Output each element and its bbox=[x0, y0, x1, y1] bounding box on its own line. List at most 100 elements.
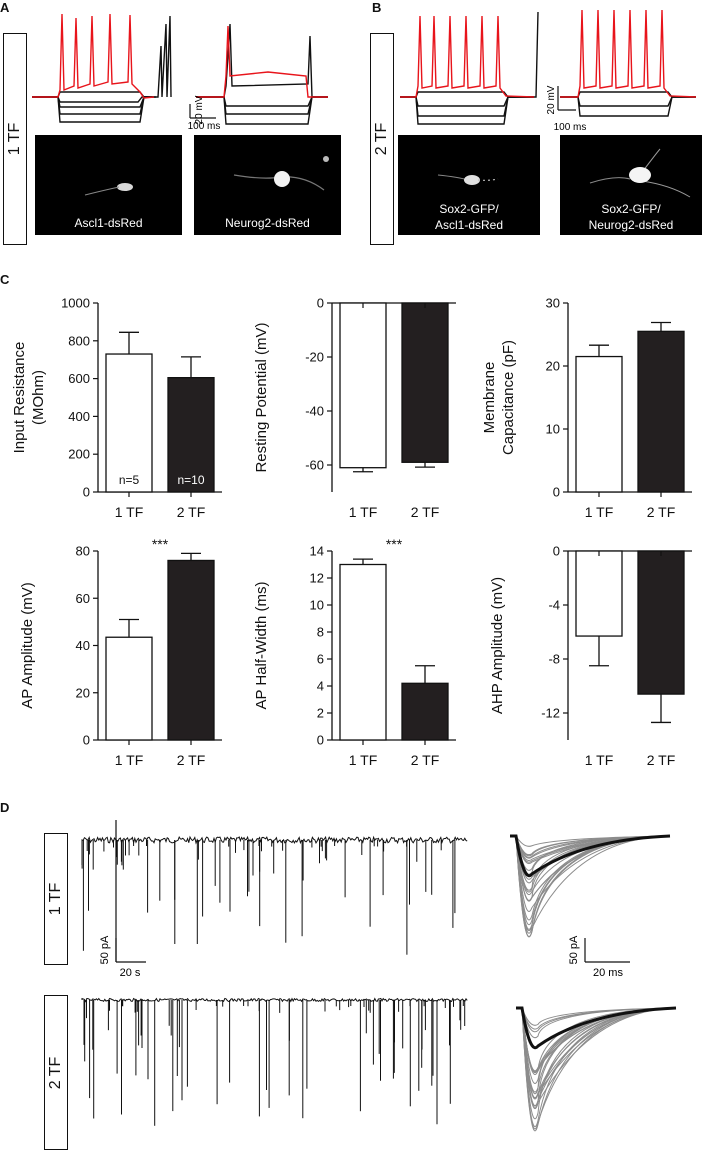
scale-label-i-right: 50 pA bbox=[568, 935, 580, 964]
scale-label-t-right: 20 ms bbox=[593, 967, 623, 979]
y-tick-label: 200 bbox=[68, 447, 90, 462]
group-label-1tf-a: 1 TF bbox=[6, 122, 23, 156]
average-trace-1tf bbox=[510, 834, 671, 878]
grey-trace bbox=[510, 835, 671, 857]
bar-label: n=10 bbox=[177, 473, 204, 487]
panel-a-voltage-traces: 20 mV 100 ms bbox=[32, 13, 328, 130]
bar-1tf bbox=[105, 636, 153, 741]
bar-1tf bbox=[105, 353, 153, 493]
group-label-1tf-d: 1 TF bbox=[47, 882, 64, 916]
scale-label-i-left: 50 pA bbox=[99, 935, 111, 964]
group-label-2tf-b: 2 TF bbox=[373, 122, 390, 156]
chart-ahp-amplitude: AHP Amplitude (mV) 0 -4 -8 -12 1 TF 2 TF bbox=[489, 544, 692, 768]
y-tick-label: 0 bbox=[317, 733, 324, 748]
group-label-box-1tf-d: 1 TF bbox=[44, 833, 68, 965]
y-axis-label: AHP Amplitude (mV) bbox=[489, 577, 506, 714]
group-label-2tf-d: 2 TF bbox=[47, 1056, 64, 1089]
y-axis-label: Resting Potential (mV) bbox=[253, 322, 270, 472]
caption-sox2-ascl1-line2: Ascl1-dsRed bbox=[434, 218, 504, 232]
caption-sox2-neurog2-line1: Sox2-GFP/ bbox=[601, 202, 661, 216]
panel-label-c: C bbox=[0, 272, 10, 287]
x-tick-label: 2 TF bbox=[177, 504, 206, 520]
scale-label-t-left: 20 s bbox=[120, 967, 141, 979]
x-tick-label: 2 TF bbox=[411, 504, 440, 520]
micrograph-sox2-neurog2: Sox2-GFP/ Neurog2-dsRed bbox=[560, 135, 702, 235]
y-tick-label: 60 bbox=[76, 591, 90, 606]
panel-label-d: D bbox=[0, 800, 10, 815]
y-tick-label: -20 bbox=[305, 350, 324, 365]
chart-ap-half-width: AP Half-Width (ms) 0 2 4 6 8 10 12 14 1 TF 2 TF *** bbox=[253, 536, 456, 768]
grey-trace bbox=[510, 835, 671, 937]
x-tick-label: 1 TF bbox=[115, 504, 144, 520]
bar-2tf bbox=[167, 559, 215, 741]
bar-1tf bbox=[339, 302, 387, 469]
significance-marker: *** bbox=[386, 536, 403, 552]
y-tick-label: 800 bbox=[68, 333, 90, 348]
y-tick-label: 6 bbox=[317, 652, 324, 667]
bar-2tf bbox=[637, 330, 685, 493]
x-tick-label: 2 TF bbox=[177, 752, 206, 768]
micrograph-ascl1: Ascl1-dsRed bbox=[35, 135, 182, 235]
y-tick-label: 40 bbox=[76, 638, 90, 653]
y-axis-label: Membrane bbox=[481, 362, 498, 434]
y-tick-label: 8 bbox=[317, 625, 324, 640]
y-tick-label: 2 bbox=[317, 706, 324, 721]
y-tick-label: 1000 bbox=[61, 296, 90, 311]
y-tick-label: 20 bbox=[546, 359, 560, 374]
micrograph-sox2-ascl1: Sox2-GFP/ Ascl1-dsRed bbox=[398, 135, 540, 235]
y-tick-label: 14 bbox=[310, 544, 324, 559]
x-tick-label: 1 TF bbox=[585, 504, 614, 520]
grey-trace bbox=[516, 1007, 677, 1033]
y-tick-label: 4 bbox=[317, 679, 324, 694]
panel-b-voltage-traces: 20 mV 100 ms bbox=[400, 9, 697, 130]
x-tick-label: 2 TF bbox=[411, 752, 440, 768]
chart-input-resistance: Input Resistance (MOhm) 0 200 400 600 800 1000 n… bbox=[11, 296, 222, 520]
y-tick-label: -60 bbox=[305, 458, 324, 473]
y-tick-label: -40 bbox=[305, 404, 324, 419]
y-tick-label: 10 bbox=[310, 598, 324, 613]
bar-1tf bbox=[575, 355, 623, 493]
y-tick-label: 0 bbox=[553, 485, 560, 500]
panel-d-current-traces: 50 pA 20 s 50 pA 20 ms bbox=[81, 820, 677, 1132]
scale-label-v-b: 20 mV bbox=[546, 85, 557, 114]
bar-label: n=5 bbox=[119, 473, 140, 487]
y-tick-label: -8 bbox=[548, 652, 560, 667]
x-tick-label: 1 TF bbox=[115, 752, 144, 768]
y-tick-label: 0 bbox=[553, 544, 560, 559]
y-axis-label: (MOhm) bbox=[30, 370, 47, 425]
y-axis-label: AP Amplitude (mV) bbox=[19, 582, 36, 708]
caption-sox2-neurog2-line2: Neurog2-dsRed bbox=[588, 218, 674, 232]
y-tick-label: 400 bbox=[68, 409, 90, 424]
bar-2tf bbox=[401, 682, 449, 741]
bar-2tf bbox=[401, 302, 449, 463]
chart-ap-amplitude: AP Amplitude (mV) 0 20 40 60 80 1 TF 2 TF *** bbox=[19, 536, 222, 768]
caption-ascl1: Ascl1-dsRed bbox=[74, 216, 143, 230]
grey-trace bbox=[510, 835, 671, 913]
grey-trace bbox=[516, 1007, 677, 1107]
y-tick-label: 20 bbox=[76, 685, 90, 700]
significance-marker: *** bbox=[152, 536, 169, 552]
trace-2tf-baseline bbox=[81, 997, 468, 1003]
group-label-box-2tf-d: 2 TF bbox=[44, 995, 68, 1150]
average-trace-2tf bbox=[516, 1006, 677, 1050]
y-axis-label: Input Resistance bbox=[11, 342, 28, 454]
y-tick-label: -12 bbox=[541, 706, 560, 721]
caption-sox2-ascl1-line1: Sox2-GFP/ bbox=[439, 202, 499, 216]
y-tick-label: 600 bbox=[68, 371, 90, 386]
bar-1tf bbox=[575, 550, 623, 637]
y-tick-label: 30 bbox=[546, 296, 560, 311]
y-axis-label: AP Half-Width (ms) bbox=[253, 581, 270, 709]
y-tick-label: 0 bbox=[317, 296, 324, 311]
x-tick-label: 2 TF bbox=[647, 504, 676, 520]
y-tick-label: 12 bbox=[310, 571, 324, 586]
y-axis-label: Capacitance (pF) bbox=[500, 340, 517, 455]
group-label-box-2tf-b: 2 TF bbox=[370, 33, 394, 245]
bar-1tf bbox=[339, 563, 387, 741]
y-tick-label: 80 bbox=[76, 544, 90, 559]
chart-resting-potential: Resting Potential (mV) 0 -20 -40 -60 1 TF 2 TF bbox=[253, 296, 456, 520]
y-tick-label: 10 bbox=[546, 422, 560, 437]
y-tick-label: 0 bbox=[83, 733, 90, 748]
panel-label-a: A bbox=[0, 0, 10, 15]
caption-neurog2: Neurog2-dsRed bbox=[225, 216, 310, 230]
y-tick-label: 0 bbox=[83, 485, 90, 500]
